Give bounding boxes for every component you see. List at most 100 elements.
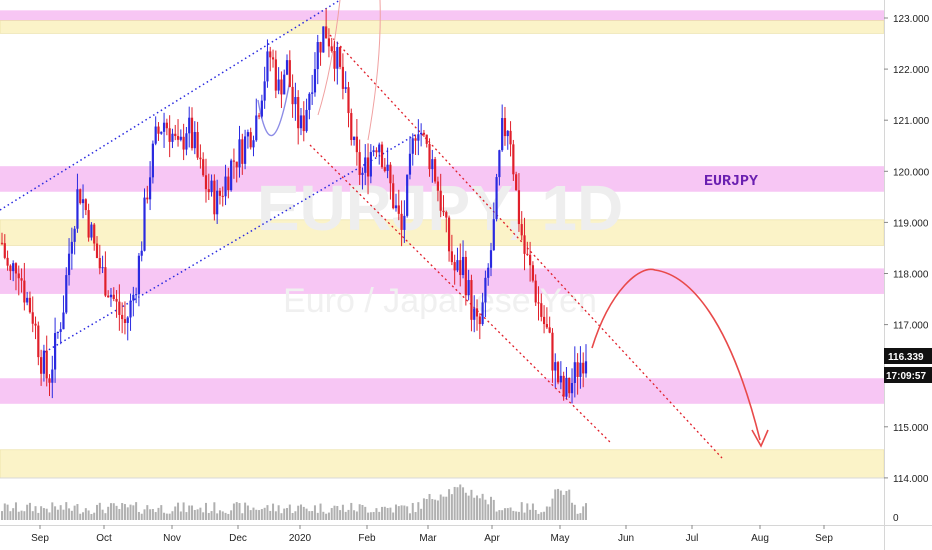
time-tick-label: Mar <box>419 533 437 544</box>
volume-bar <box>149 509 152 520</box>
volume-bar <box>481 493 484 520</box>
time-tick-label: Jul <box>686 533 699 544</box>
volume-bar <box>45 508 48 520</box>
volume-bar <box>216 513 219 520</box>
candle-body <box>339 46 342 67</box>
volume-bar <box>112 503 115 520</box>
candle-body <box>316 42 319 70</box>
candle-body <box>6 257 9 266</box>
candle-body <box>425 134 428 144</box>
volume-bar <box>355 511 358 520</box>
candle-body <box>260 100 263 117</box>
candle-body <box>148 177 152 200</box>
candle-body <box>294 97 297 105</box>
volume-bar <box>132 505 135 520</box>
volume-bar <box>115 505 118 520</box>
candles-layer <box>0 8 588 404</box>
volume-bar <box>244 502 247 520</box>
candle-body <box>160 131 163 134</box>
candle-body <box>81 199 85 204</box>
candle-body <box>40 357 43 374</box>
candle-body <box>327 38 331 47</box>
volume-bar <box>545 506 548 520</box>
volume-bar <box>562 494 565 520</box>
volume-bar <box>76 504 79 520</box>
volume-bar <box>157 507 160 520</box>
volume-bar <box>40 506 43 520</box>
volume-bar <box>453 486 456 520</box>
volume-bar <box>191 505 194 520</box>
volume-bar <box>414 512 417 520</box>
candle-body <box>31 312 34 324</box>
time-axis[interactable]: Sep Oct Nov Dec 2020 Feb Mar Apr May Jun Jul Aug Sep <box>0 525 932 544</box>
candle-body <box>475 308 479 317</box>
candle-body <box>545 324 548 328</box>
candle-body <box>417 134 420 141</box>
pink-curve-right <box>367 0 381 141</box>
candle-body <box>283 74 286 95</box>
candle-body <box>375 150 378 153</box>
volume-bar <box>174 506 177 520</box>
volume-bar <box>344 511 347 520</box>
candle-body <box>210 180 213 193</box>
candle-body <box>579 362 582 377</box>
volume-bar <box>288 504 291 520</box>
candle-body <box>65 275 68 313</box>
volume-bar <box>436 500 439 520</box>
volume-bar <box>467 495 470 520</box>
candle-body <box>101 267 104 269</box>
volume-bar <box>448 489 451 520</box>
volume-bar <box>199 507 202 520</box>
volume-bar <box>286 508 289 520</box>
time-tick-label: Dec <box>229 533 247 544</box>
candle-body <box>308 93 311 110</box>
candle-body <box>447 217 451 252</box>
volume-bar <box>196 509 199 520</box>
volume-bar <box>439 494 442 520</box>
volume-bar <box>1 511 3 520</box>
candle-body <box>364 157 367 173</box>
candle-body <box>562 375 565 397</box>
volume-bar <box>204 502 207 520</box>
candle-body <box>238 139 241 168</box>
volume-bar <box>534 510 537 520</box>
volume-bar <box>260 509 263 520</box>
candle-body <box>411 138 414 154</box>
volume-bar <box>422 498 425 520</box>
price-axis[interactable]: 123.000 122.000 121.000 120.000 119.000 118.0… <box>884 0 930 550</box>
time-tick-label: Sep <box>31 533 49 544</box>
projection-curve <box>591 268 761 441</box>
volume-bar <box>540 512 543 520</box>
volume-bar <box>557 488 560 520</box>
candle-body <box>537 302 540 304</box>
price-tick-label: 118.000 <box>893 270 929 281</box>
volume-bar <box>143 509 146 520</box>
candle-body <box>350 113 353 140</box>
candle-body <box>291 86 294 105</box>
symbol-label: EURJPY <box>704 173 758 190</box>
zone-resistance-4 <box>0 268 884 294</box>
volume-bar <box>272 503 275 520</box>
volume-bar <box>350 502 353 520</box>
volume-bar <box>221 511 224 520</box>
volume-bar <box>311 511 314 520</box>
volume-bar <box>90 513 93 520</box>
volume-bar <box>65 502 68 520</box>
candle-body <box>556 362 560 383</box>
candle-body <box>84 199 87 211</box>
volume-bar <box>42 508 45 520</box>
candle-body <box>450 251 453 263</box>
candle-body <box>352 136 356 140</box>
volume-bar <box>520 502 523 520</box>
candle-body <box>408 153 412 175</box>
volume-bar <box>551 498 554 520</box>
volume-bar <box>501 510 504 520</box>
volume-bar <box>14 502 17 520</box>
candle-body <box>190 117 194 149</box>
volume-bar <box>20 510 23 520</box>
volume-bar <box>489 496 492 520</box>
volume-bar <box>456 487 459 520</box>
volume-bar <box>358 504 361 520</box>
volume-bar <box>54 506 57 520</box>
